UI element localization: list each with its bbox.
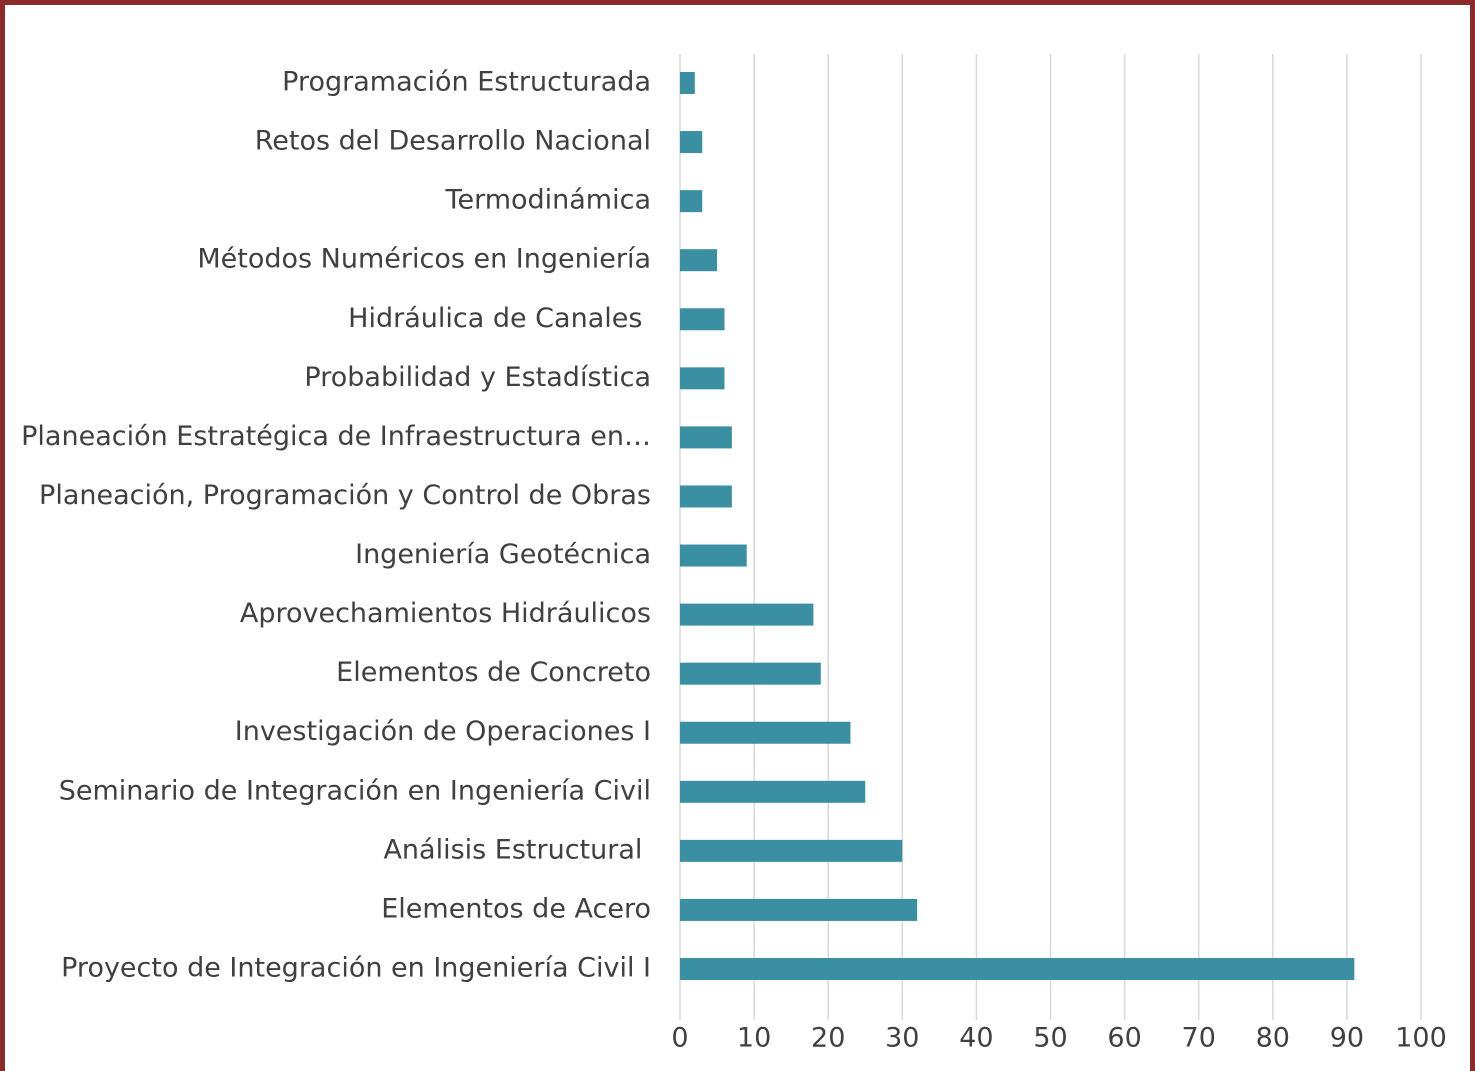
bar [680, 662, 821, 685]
y-tick-label: Proyecto de Integración en Ingeniería Ci… [61, 953, 651, 984]
y-tick-label: Aprovechamientos Hidráulicos [240, 598, 651, 629]
y-tick-label: Probabilidad y Estadística [304, 362, 651, 393]
x-tick-label: 0 [671, 1023, 688, 1054]
x-tick-label: 60 [1107, 1023, 1141, 1054]
bar [680, 958, 1355, 980]
x-tick-label: 80 [1256, 1023, 1290, 1054]
bar [680, 426, 732, 449]
y-tick-label: Elementos de Concreto [336, 657, 651, 688]
bar [680, 72, 695, 94]
y-tick-label: Hidráulica de Canales [348, 303, 651, 334]
bar [680, 780, 866, 803]
y-tick-label: Seminario de Integración en Ingeniería C… [59, 775, 651, 806]
y-tick-label: Ingeniería Geotécnica [355, 539, 651, 570]
bar [680, 131, 703, 154]
y-tick-label: Termodinámica [445, 185, 651, 216]
x-tick-label: 10 [737, 1023, 771, 1054]
bar [680, 721, 851, 744]
y-tick-label: Planeación Estratégica de Infraestructur… [21, 421, 651, 452]
bar [680, 485, 732, 508]
bar [680, 367, 725, 390]
y-tick-label: Análisis Estructural [383, 834, 651, 865]
bar [680, 249, 718, 272]
y-tick-label: Programación Estructurada [282, 67, 651, 98]
y-tick-label: Elementos de Acero [381, 893, 651, 924]
bar [680, 308, 725, 331]
y-tick-label: Retos del Desarrollo Nacional [255, 126, 651, 157]
x-tick-label: 70 [1182, 1023, 1216, 1054]
y-tick-label: Planeación, Programación y Control de Ob… [39, 480, 651, 511]
y-tick-label: Investigación de Operaciones I [235, 716, 651, 747]
bar [680, 898, 918, 921]
bar [680, 839, 903, 862]
bar [680, 544, 747, 567]
bar [680, 603, 814, 626]
x-tick-label: 40 [959, 1023, 993, 1054]
x-tick-label: 100 [1395, 1023, 1447, 1054]
bar [680, 190, 703, 213]
x-tick-label: 30 [885, 1023, 919, 1054]
x-tick-label: 20 [811, 1023, 845, 1054]
y-tick-label: Métodos Numéricos en Ingeniería [197, 244, 651, 275]
x-tick-label: 50 [1033, 1023, 1067, 1054]
x-tick-label: 90 [1330, 1023, 1364, 1054]
